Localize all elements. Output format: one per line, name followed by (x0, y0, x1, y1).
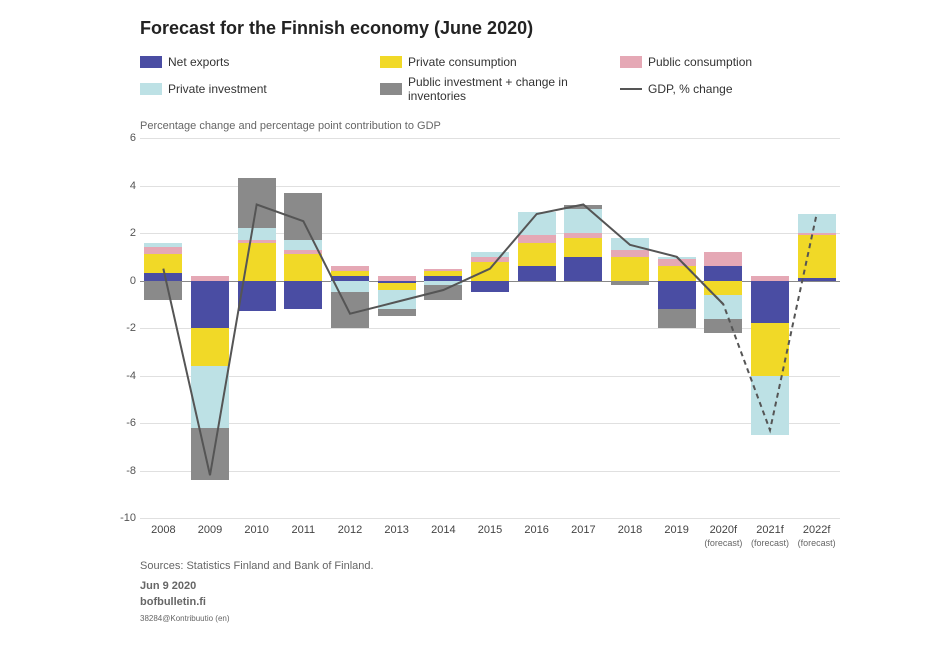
legend-item: Public investment + change in inventorie… (380, 75, 600, 103)
legend-line-icon (620, 88, 642, 90)
gdp-line-dashed (677, 214, 817, 430)
plot-area: -10-8-6-4-20246 (140, 138, 840, 518)
x-tick-label: 2017 (571, 524, 595, 536)
legend-label: Private investment (168, 82, 267, 96)
x-tick-label: 2014 (431, 524, 455, 536)
footer-code: 38284@Kontribuutio (en) (140, 612, 230, 624)
y-tick-label: 0 (108, 275, 136, 287)
y-tick-label: -8 (108, 465, 136, 477)
legend-swatch-icon (620, 56, 642, 68)
x-tick-label: 2018 (618, 524, 642, 536)
legend-item: GDP, % change (620, 75, 840, 103)
x-tick-label: 2019 (664, 524, 688, 536)
x-tick-label: 2011 (292, 524, 316, 536)
y-tick-label: 2 (108, 227, 136, 239)
legend-item: Net exports (140, 55, 360, 69)
x-tick-label: 2022f (803, 524, 831, 536)
x-tick-forecast-label: (forecast) (798, 538, 836, 548)
legend-swatch-icon (140, 83, 162, 95)
gdp-line (140, 138, 840, 518)
legend-swatch-icon (380, 83, 402, 95)
x-tick-label: 2012 (338, 524, 362, 536)
y-tick-label: -4 (108, 370, 136, 382)
y-tick-label: -2 (108, 322, 136, 334)
y-tick-label: 6 (108, 132, 136, 144)
legend-swatch-icon (380, 56, 402, 68)
x-tick-label: 2020f (710, 524, 738, 536)
x-tick-label: 2013 (384, 524, 408, 536)
x-tick-label: 2021f (756, 524, 784, 536)
legend: Net exports Private consumption Public con… (140, 55, 840, 103)
gdp-line-solid (163, 205, 723, 476)
x-tick-label: 2015 (478, 524, 502, 536)
x-tick-label: 2008 (151, 524, 175, 536)
footer-sources: Sources: Statistics Finland and Bank of … (140, 560, 374, 572)
legend-label: Private consumption (408, 55, 517, 69)
legend-item: Public consumption (620, 55, 840, 69)
legend-item: Private consumption (380, 55, 600, 69)
y-tick-label: -6 (108, 417, 136, 429)
x-tick-forecast-label: (forecast) (751, 538, 789, 548)
chart-title: Forecast for the Finnish economy (June 2… (140, 18, 533, 39)
y-axis-label: Percentage change and percentage point c… (140, 120, 441, 132)
legend-label: Public consumption (648, 55, 752, 69)
legend-label: Net exports (168, 55, 229, 69)
y-tick-label: 4 (108, 180, 136, 192)
legend-swatch-icon (140, 56, 162, 68)
x-tick-label: 2016 (524, 524, 548, 536)
x-tick-label: 2009 (198, 524, 222, 536)
x-tick-label: 2010 (244, 524, 268, 536)
legend-label: GDP, % change (648, 82, 733, 96)
legend-item: Private investment (140, 75, 360, 103)
x-tick-forecast-label: (forecast) (704, 538, 742, 548)
y-tick-label: -10 (108, 512, 136, 524)
grid-line (140, 518, 840, 519)
footer-site: bofbulletin.fi (140, 596, 206, 608)
footer-date: Jun 9 2020 (140, 580, 196, 592)
legend-label: Public investment + change in inventorie… (408, 75, 600, 103)
